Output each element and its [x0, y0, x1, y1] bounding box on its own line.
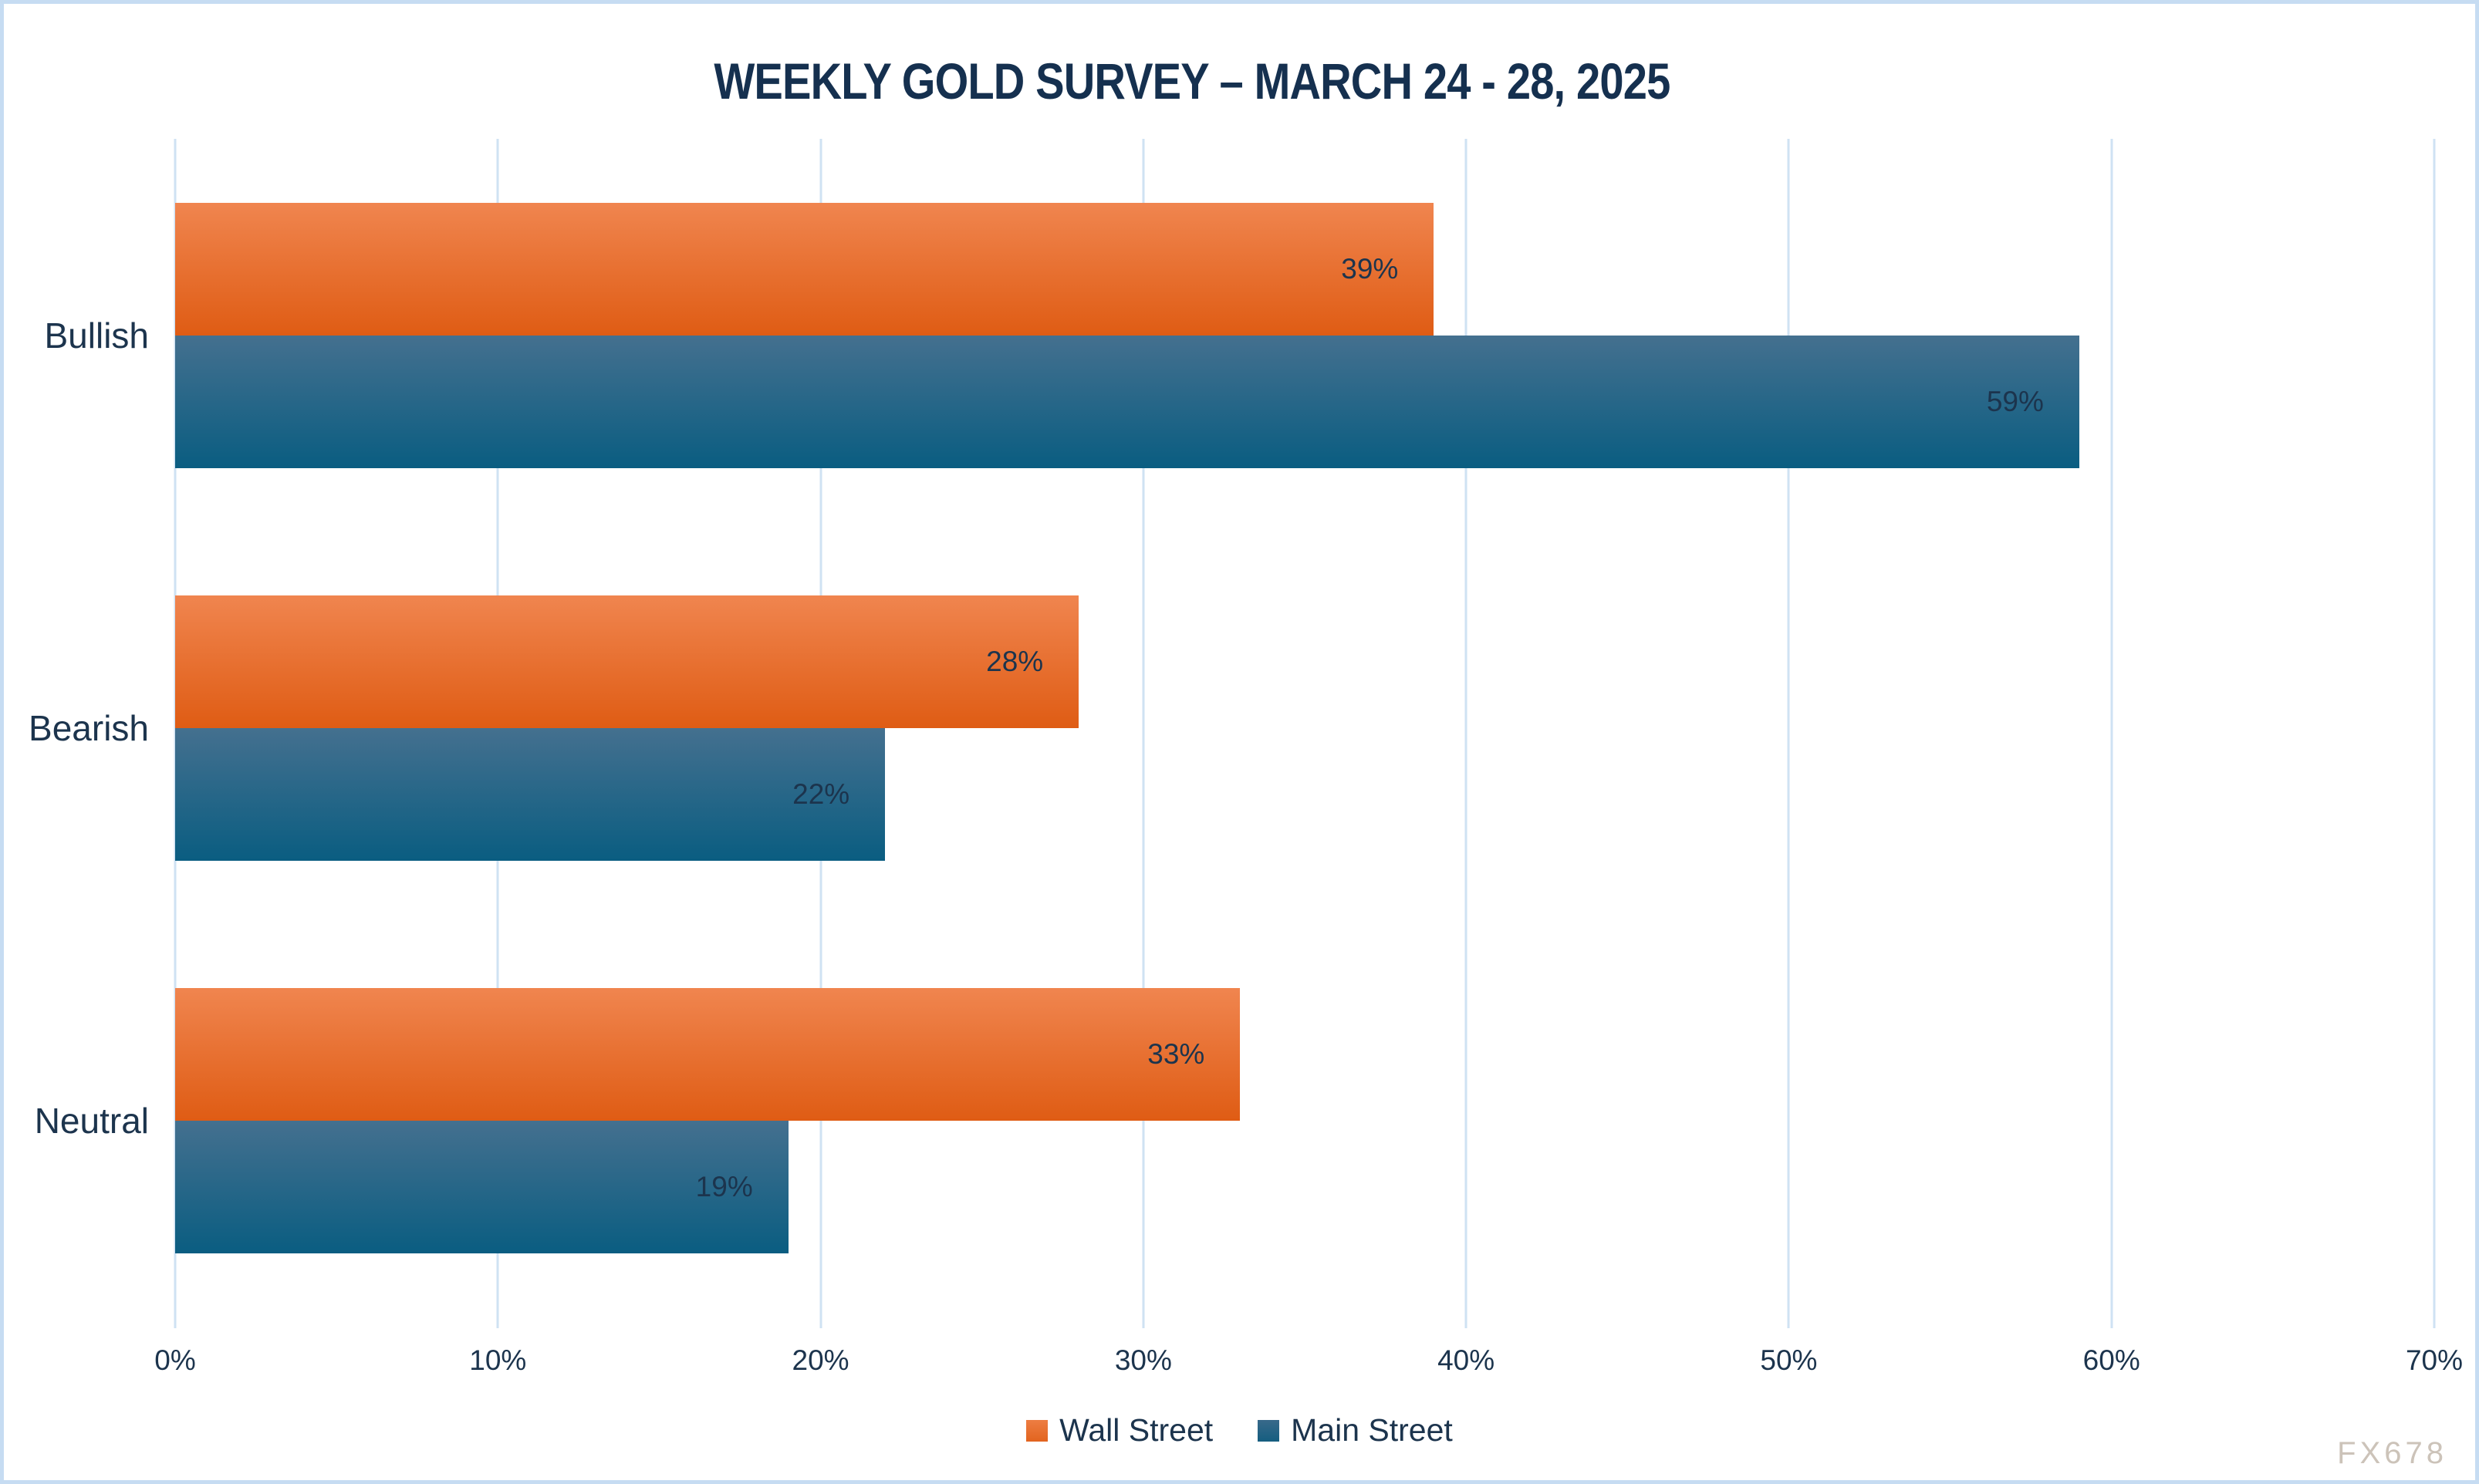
gridline-50% — [1787, 139, 1790, 1317]
bar-value-label-wall-street-bearish: 28% — [986, 645, 1044, 677]
gridline-30% — [1142, 139, 1145, 1317]
bar-wall-street-neutral: 33% — [175, 987, 1241, 1121]
category-label-bearish: Bearish — [29, 707, 149, 748]
tick-mark-40% — [1464, 1317, 1467, 1328]
tick-label-60%: 60% — [2082, 1344, 2140, 1376]
bar-wall-street-bearish: 28% — [175, 595, 1079, 728]
tick-mark-20% — [819, 1317, 822, 1328]
tick-mark-50% — [1787, 1317, 1790, 1328]
tick-label-30%: 30% — [1114, 1344, 1172, 1376]
legend-swatch-main-street-icon — [1258, 1419, 1280, 1442]
category-label-neutral: Neutral — [34, 1100, 149, 1141]
tick-mark-10% — [496, 1317, 499, 1328]
tick-mark-60% — [2110, 1317, 2113, 1328]
legend-label-main-street: Main Street — [1291, 1412, 1453, 1448]
category-label-bullish: Bullish — [44, 315, 149, 356]
legend: Wall Street Main Street — [4, 1412, 2475, 1449]
bar-value-label-main-street-neutral: 19% — [695, 1170, 753, 1202]
gridline-70% — [2433, 139, 2436, 1317]
gridline-40% — [1464, 139, 1467, 1317]
tick-mark-0% — [174, 1317, 177, 1328]
bar-value-label-wall-street-neutral: 33% — [1147, 1037, 1205, 1070]
tick-label-20%: 20% — [792, 1344, 849, 1376]
tick-label-10%: 10% — [469, 1344, 527, 1376]
plot-area: 39% 59% 28% 22% 33% 19% — [174, 139, 2436, 1328]
tick-label-0%: 0% — [154, 1344, 196, 1376]
watermark: FX678 — [2337, 1436, 2447, 1470]
bar-wall-street-bullish: 39% — [175, 202, 1434, 336]
bar-value-label-main-street-bearish: 22% — [792, 777, 850, 810]
tick-mark-30% — [1142, 1317, 1145, 1328]
legend-item-main-street: Main Street — [1258, 1412, 1453, 1449]
gridline-60% — [2110, 139, 2113, 1317]
category-axis: Bullish Bearish Neutral — [4, 139, 149, 1317]
tick-label-70%: 70% — [2405, 1344, 2464, 1376]
chart-title: WEEKLY GOLD SURVEY – MARCH 24 - 28, 2025 — [4, 52, 2380, 110]
bar-main-street-bearish: 22% — [175, 727, 886, 861]
tick-mark-70% — [2433, 1317, 2436, 1328]
tick-label-50%: 50% — [1760, 1344, 1818, 1376]
bar-main-street-bullish: 59% — [175, 335, 2079, 468]
legend-item-wall-street: Wall Street — [1026, 1412, 1213, 1449]
value-axis: 0% 10% 20% 30% 40% 50% 60% 70% — [154, 1344, 2463, 1391]
tick-label-40%: 40% — [1437, 1344, 1495, 1376]
legend-swatch-wall-street-icon — [1026, 1419, 1049, 1442]
chart-title-text: WEEKLY GOLD SURVEY – MARCH 24 - 28, 2025 — [714, 52, 1670, 110]
legend-label-wall-street: Wall Street — [1059, 1412, 1214, 1448]
bar-value-label-main-street-bullish: 59% — [1986, 385, 2044, 417]
bar-main-street-neutral: 19% — [175, 1120, 789, 1253]
bar-value-label-wall-street-bullish: 39% — [1341, 252, 1399, 285]
